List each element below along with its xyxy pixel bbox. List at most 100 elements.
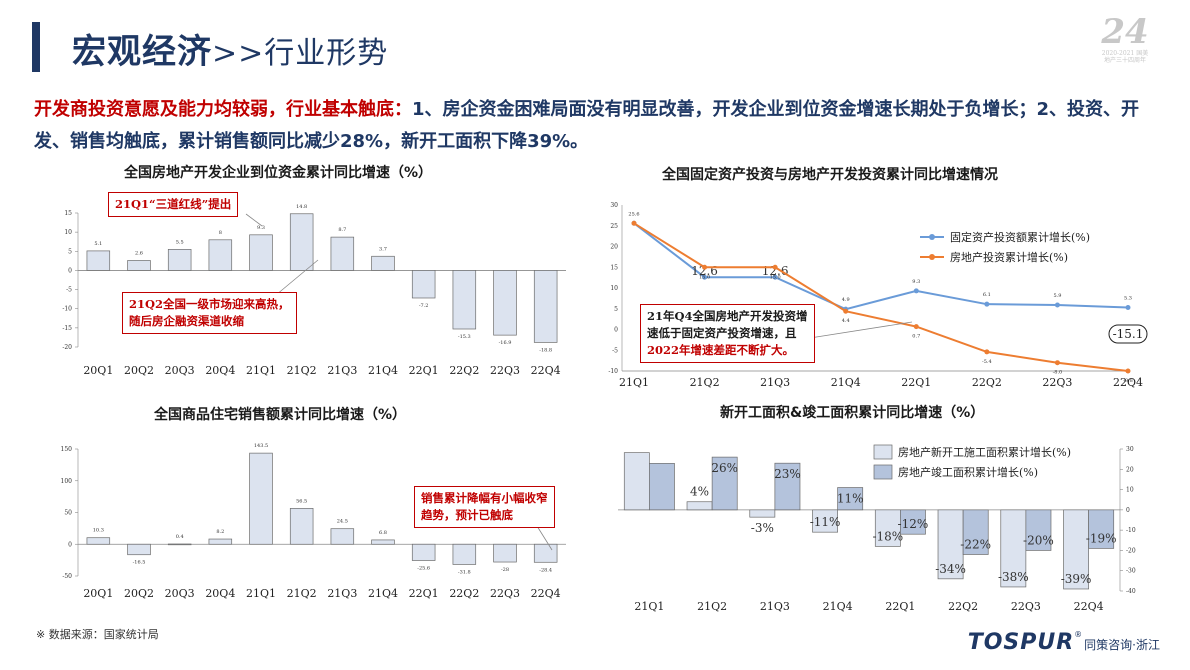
funds-category-label: 22Q1 (409, 364, 439, 377)
investment-point (1125, 305, 1131, 311)
funds-category-label: 22Q3 (490, 364, 520, 377)
area-bar (837, 487, 864, 511)
funds-category-label: 20Q3 (165, 364, 195, 377)
anniversary-logo-caption: 2020-2021 国美地产三十四周年 (1101, 50, 1149, 64)
investment-point (1125, 368, 1131, 374)
area-bar (749, 509, 776, 518)
area-bar (900, 509, 926, 535)
callout-21q2-line1: 21Q2全国一级市场迎来高热， (129, 297, 290, 311)
area-category-label: 22Q2 (948, 600, 978, 613)
investment-gap-annotation-bubble (1108, 324, 1148, 344)
investment-data-label: 9.3 (912, 279, 920, 285)
sales-bar (452, 543, 477, 565)
funds-bar (452, 270, 477, 330)
investment-point (913, 324, 919, 330)
sales-ytick-label: 0 (68, 541, 72, 548)
chart-title-sales: 全国商品住宅销售额累计同比增速（%） (154, 407, 407, 423)
investment-ytick-label: 10 (610, 285, 618, 292)
callout-gap-line3: 2022年增速差距不断扩大。 (647, 343, 795, 357)
area-data-label: 23% (774, 467, 801, 481)
anniversary-logo: 24 2020-2021 国美地产三十四周年 (1100, 14, 1150, 64)
area-data-label: -11% (810, 515, 841, 529)
funds-bar (289, 213, 314, 271)
summary-body: 1、房企资金困难局面没有明显改善，开发企业到位资金增速长期处于负增长；2、投资、… (34, 99, 1140, 152)
funds-category-label: 21Q1 (246, 364, 276, 377)
funds-ytick-label: 10 (64, 229, 72, 236)
funds-data-label: 8 (219, 230, 222, 236)
funds-bar (127, 260, 151, 271)
funds-data-label: -18.8 (539, 347, 552, 353)
investment-category-label: 22Q2 (972, 376, 1002, 389)
investment-category-label: 22Q4 (1113, 376, 1143, 389)
title-accent-bar (32, 22, 40, 72)
sales-data-label: 0.4 (176, 534, 184, 540)
brand-tagline: 同策咨询·浙江 (1084, 638, 1160, 652)
investment-series-line (633, 222, 1129, 311)
area-data-label: -12% (898, 517, 929, 531)
sales-category-label: 22Q2 (449, 587, 479, 600)
area-bar (962, 509, 989, 555)
investment-data-label: -5.4 (982, 359, 992, 365)
brand-registered-mark: ® (1074, 630, 1083, 639)
investment-point (1054, 360, 1060, 366)
leader-line-three-red-lines (245, 213, 263, 227)
area-bar (649, 463, 675, 511)
investment-point (772, 274, 778, 280)
investment-data-label: 4.4 (842, 318, 850, 324)
funds-bar (533, 270, 558, 343)
investment-point (1054, 302, 1060, 308)
sales-category-label: 21Q3 (327, 587, 357, 600)
investment-point (984, 301, 990, 307)
funds-data-label: 2.6 (135, 250, 143, 256)
investment-data-label: 15.0 (699, 274, 710, 280)
area-data-label: -22% (960, 537, 991, 551)
sales-data-label: 143.5 (254, 443, 268, 449)
callout-21q2-line2: 随后房企融资渠道收缩 (129, 314, 244, 328)
data-source-note: ※ 数据来源：国家统计局 (36, 628, 159, 641)
investment-ytick-label: 30 (610, 202, 618, 209)
area-bar (1025, 509, 1052, 551)
area-bar (1063, 509, 1089, 590)
leader-line-investment-gap (809, 321, 913, 339)
sales-category-label: 22Q1 (409, 587, 439, 600)
sales-ytick-label: 100 (61, 478, 73, 485)
funds-bar (208, 239, 233, 271)
funds-bar (167, 249, 192, 271)
funds-data-label: 5.5 (176, 239, 184, 245)
chart-title-funds: 全国房地产开发企业到位资金累计同比增速（%） (124, 165, 433, 181)
investment-legend-label: 房地产投资累计增长(%) (950, 250, 1068, 264)
investment-legend-marker (929, 234, 935, 240)
investment-ytick-label: 15 (610, 264, 618, 271)
area-bar (937, 509, 964, 580)
funds-category-label: 20Q4 (205, 364, 235, 377)
sales-data-label: 8.2 (216, 529, 224, 535)
investment-ytick-label: -10 (608, 368, 618, 375)
funds-ytick-label: -5 (66, 287, 72, 294)
summary-text: 开发商投资意愿及能力均较弱，行业基本触底：1、房企资金困难局面没有明显改善，开发… (34, 94, 1154, 158)
area-data-label: -3% (751, 521, 774, 535)
investment-legend-marker (929, 254, 935, 260)
area-bar (1088, 509, 1115, 549)
sales-category-label: 21Q4 (368, 587, 398, 600)
sales-category-label: 20Q2 (124, 587, 154, 600)
investment-data-label: 5.3 (1124, 296, 1132, 302)
sales-data-label: -31.8 (458, 569, 471, 575)
funds-data-label: -15.3 (458, 334, 471, 340)
chart-title-area: 新开工面积&竣工面积累计同比增速（%） (720, 405, 985, 421)
sales-bar (208, 538, 233, 545)
sales-category-label: 21Q1 (246, 587, 276, 600)
investment-data-label: -8.0 (1053, 370, 1063, 376)
sales-category-label: 22Q3 (490, 587, 520, 600)
area-ytick-label: -20 (1126, 547, 1136, 554)
sales-data-label: -25.6 (417, 566, 430, 572)
sales-bar (127, 543, 151, 556)
investment-point (913, 288, 919, 294)
area-data-label: -39% (1061, 572, 1092, 586)
sales-category-label: 20Q1 (83, 587, 113, 600)
sales-data-label: -16.5 (133, 560, 146, 566)
funds-ytick-label: 0 (68, 267, 72, 274)
investment-legend-label: 固定资产投资额累计增长(%) (950, 230, 1090, 244)
area-legend-label: 房地产竣工面积累计增长(%) (898, 465, 1038, 479)
funds-data-label: 3.7 (379, 246, 387, 252)
sales-bar (330, 528, 355, 545)
